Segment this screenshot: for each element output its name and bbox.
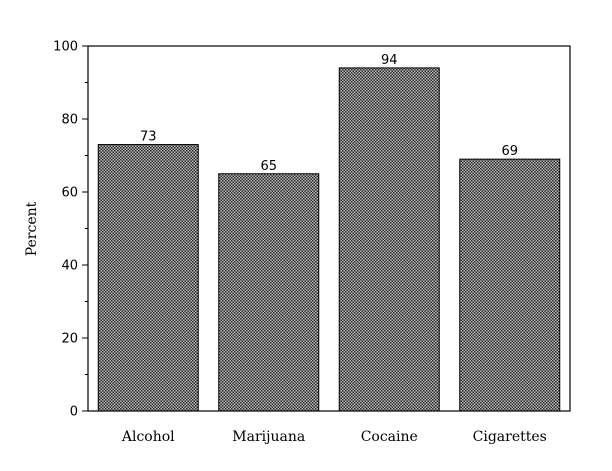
x-tick-label-cigarettes: Cigarettes	[473, 429, 547, 445]
y-tick-label-80: 80	[61, 113, 78, 128]
plot-frame	[87, 45, 571, 412]
y-tick-label-40: 40	[61, 259, 78, 274]
x-tick-label-alcohol: Alcohol	[121, 429, 175, 445]
bar-cigarettes	[459, 158, 561, 412]
bar-cocaine	[338, 67, 440, 412]
data-label-alcohol: 73	[140, 130, 157, 145]
y-tick-label-20: 20	[61, 332, 78, 347]
data-label-cigarettes: 69	[501, 144, 518, 159]
x-tick-label-cocaine: Cocaine	[361, 429, 418, 445]
y-tick-label-0: 0	[70, 405, 78, 420]
y-tick-label-100: 100	[53, 40, 78, 55]
bar-marijuana	[218, 173, 320, 412]
data-label-cocaine: 94	[381, 53, 398, 68]
data-label-marijuana: 65	[260, 159, 277, 174]
y-axis-title: Percent	[24, 201, 40, 256]
y-axis-ticks: 0 20 40 60 80 100	[53, 40, 88, 420]
bar-alcohol	[97, 144, 199, 412]
y-tick-label-60: 60	[61, 186, 78, 201]
bars-group: 73 Alcohol 65 Marijuana 94 Cocaine 69 Cigarette…	[97, 53, 561, 445]
x-tick-label-marijuana: Marijuana	[232, 429, 305, 445]
